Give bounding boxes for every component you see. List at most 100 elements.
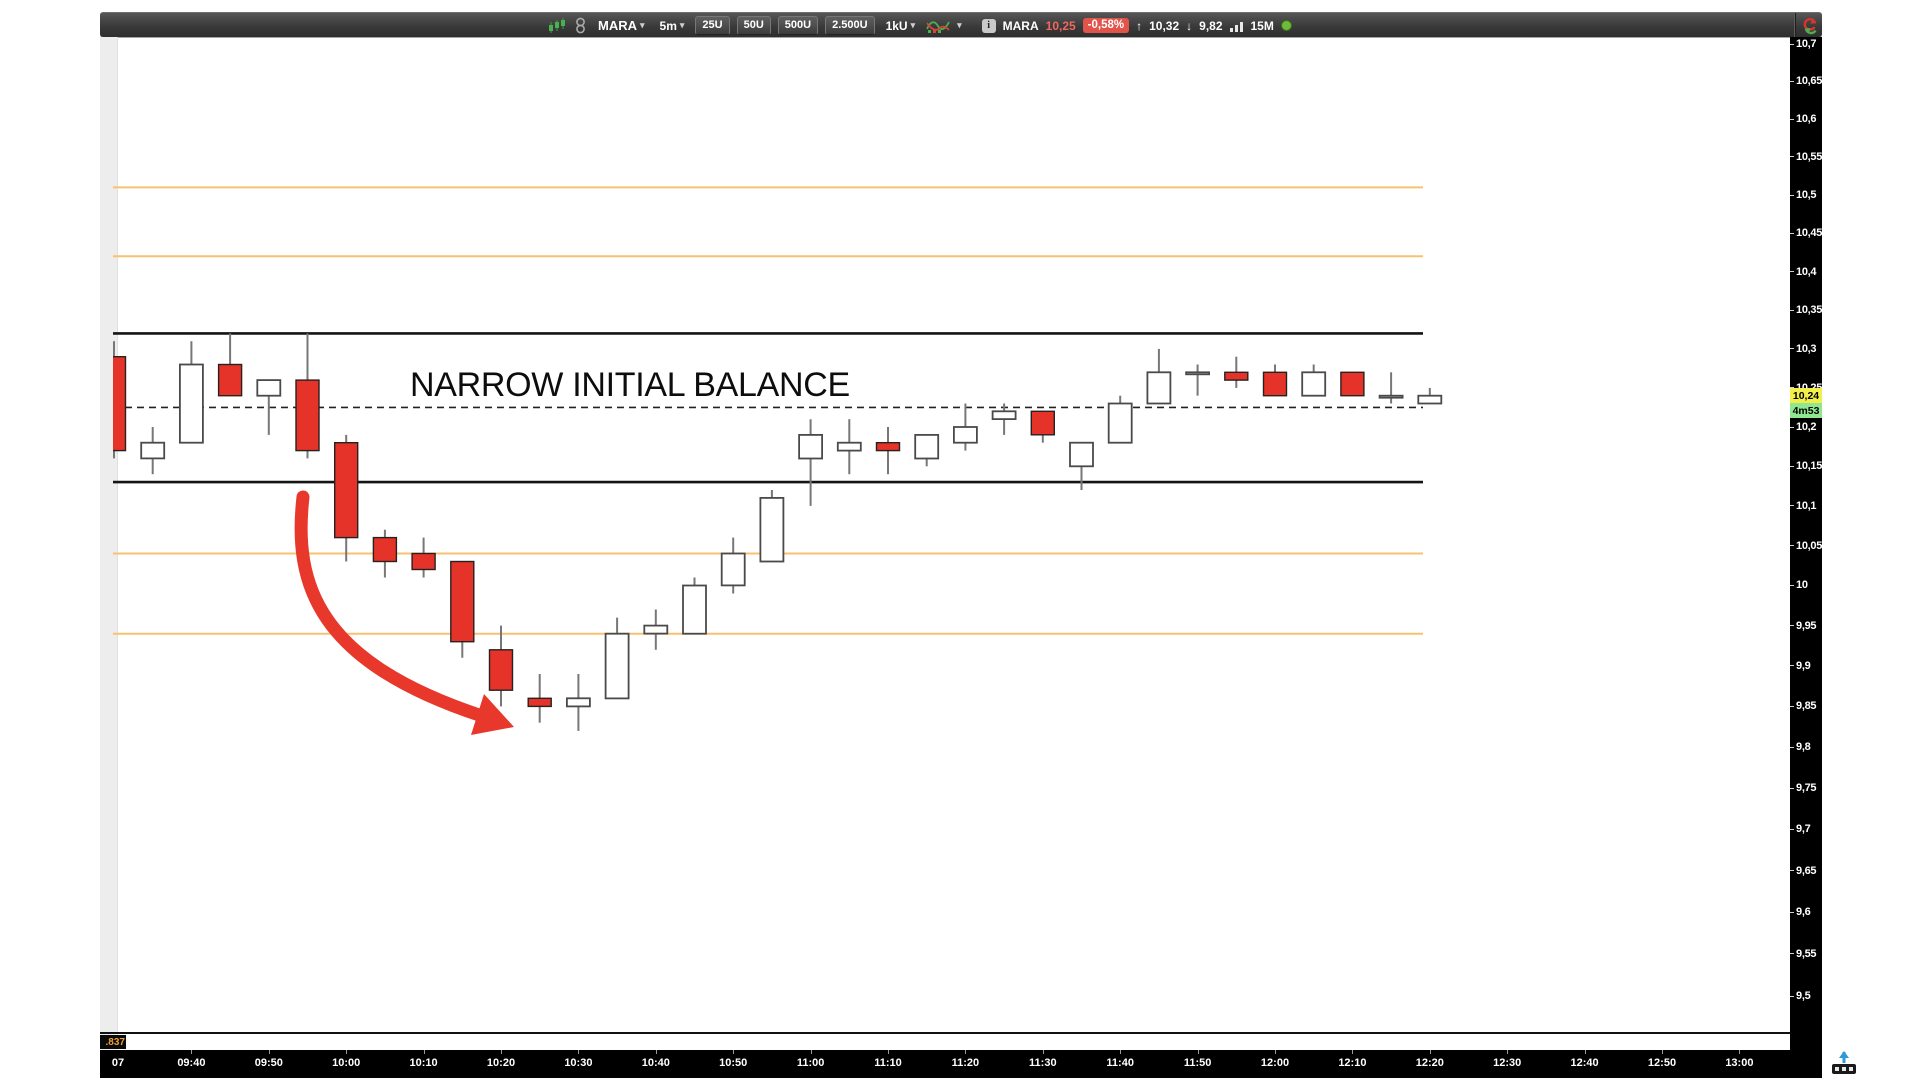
price-tick [1790,545,1794,547]
mini-candles-icon [549,17,565,33]
price-axis[interactable] [1790,37,1822,1078]
refresh-control[interactable] [1795,13,1819,38]
quote-day-high: 10,32 [1149,18,1180,33]
time-tick-label: 11:50 [1183,1057,1212,1069]
candle-body-09:55 [295,379,320,452]
price-tick [1790,43,1794,45]
annotation-text[interactable]: NARROW INITIAL BALANCE [410,366,850,404]
time-tick [1120,1050,1122,1054]
chevron-down-icon: ▾ [640,20,645,30]
candle-body-11:20 [953,426,978,444]
drawn-arrow-curve[interactable] [294,490,489,723]
time-tick-label: 12:50 [1647,1057,1677,1069]
symbol-dropdown[interactable]: MARA ▾ [594,16,649,35]
price-tick [1790,348,1794,350]
symbol-dropdown-value: MARA [598,18,637,33]
time-tick-label: 11:10 [874,1057,902,1069]
time-tick [733,1050,735,1054]
candle-body-10:45 [682,584,707,635]
time-axis[interactable] [100,1050,1822,1078]
price-tick-label: 9,8 [1796,741,1811,754]
price-tick [1790,705,1794,707]
timeframe-dropdown-value: 5m [659,18,677,33]
size-button-2500u[interactable]: 2.500U [825,16,875,35]
chart-style-chevron-icon[interactable]: ▾ [957,20,962,30]
price-tick-label: 9,5 [1796,990,1811,1002]
price-tick [1790,746,1794,748]
time-tick [1197,1050,1199,1054]
timeframe-dropdown[interactable]: 5m ▾ [656,17,689,35]
price-tick [1790,118,1794,120]
time-tick [1275,1050,1276,1054]
time-tick [268,1050,270,1054]
candle-body-12:10 [1340,371,1365,397]
volume-preset-dropdown[interactable]: 1kU ▾ [882,17,920,35]
price-tick-label: 9,55 [1796,947,1817,960]
price-tick-label: 9,7 [1796,823,1811,836]
time-tick [1352,1050,1354,1054]
candle-body-11:35 [1069,441,1094,468]
up-arrow-icon: ↑ [1136,18,1143,33]
price-tick [1790,309,1794,311]
chart-style-icon[interactable] [926,17,950,34]
volume-preset-value: 1kU [885,18,908,33]
candle-body-11:00 [798,433,823,460]
candle-body-11:25 [991,410,1017,420]
time-tick-label: 10:20 [486,1057,516,1069]
time-tick-label: 10:30 [564,1057,593,1069]
drawn-arrow-head[interactable] [471,694,514,735]
price-tick-label: 9,6 [1796,906,1811,919]
price-tick-label: 10,7 [1796,38,1817,50]
volume-bars-icon [1229,21,1243,32]
down-arrow-icon: ↓ [1186,18,1193,33]
bar-countdown-tag: 4m53 [1790,403,1822,418]
candle-body-09:40 [178,363,204,444]
price-tick-label: 10,1 [1796,499,1817,512]
last-price-tag: 10,24 [1790,388,1822,403]
candle-body-10:15 [450,560,475,643]
status-dot [1280,20,1292,31]
price-tick-label: 10,5 [1796,189,1817,201]
candle-body-10:20 [488,649,514,691]
time-tick-label: 12:00 [1260,1057,1290,1069]
size-button-500u[interactable]: 500U [777,16,819,35]
time-tick [1584,1050,1586,1054]
refresh-arrows-icon [1803,18,1817,35]
price-tick-label: 10 [1796,579,1808,592]
quote-last-price: 10,25 [1045,18,1076,33]
time-tick-label: 13:00 [1725,1057,1754,1069]
candle-body-11:45 [1146,371,1172,405]
price-tick [1790,787,1794,789]
price-tick [1790,194,1794,196]
quote-change-badge: -0,58% [1082,18,1130,33]
price-tick [1790,387,1794,389]
info-icon[interactable]: i [981,18,996,33]
price-tick-label: 10,15 [1796,460,1823,473]
candle-body-11:30 [1030,410,1056,436]
time-tick-label: 11:30 [1029,1057,1057,1069]
size-button-50u[interactable]: 50U [736,16,771,35]
price-tick [1790,465,1794,467]
size-button-25u[interactable]: 25U [695,16,730,35]
candle-body-10:25 [527,697,552,708]
price-tick-label: 9,95 [1796,619,1817,632]
candle-body-11:50 [1185,371,1210,376]
candle-body-10:55 [759,496,785,563]
time-tick [1662,1050,1663,1054]
scroll-more-icon[interactable] [1830,1051,1858,1077]
time-tick [1507,1050,1509,1054]
candle-body-11:10 [875,442,901,452]
link-symbol-icon[interactable] [574,17,587,34]
time-tick-label: 10:10 [409,1057,438,1069]
price-tick [1790,426,1794,428]
candle-body-12:05 [1301,371,1327,397]
price-tick [1790,911,1794,913]
price-tick-label: 9,65 [1796,864,1817,877]
price-tick-label: 10,3 [1796,342,1817,355]
time-tick-label: 12:10 [1338,1057,1367,1069]
price-tick-label: 9,85 [1796,700,1817,713]
time-tick [1429,1050,1431,1054]
candle-body-10:40 [643,624,669,635]
price-tick-label: 9,9 [1796,659,1811,672]
